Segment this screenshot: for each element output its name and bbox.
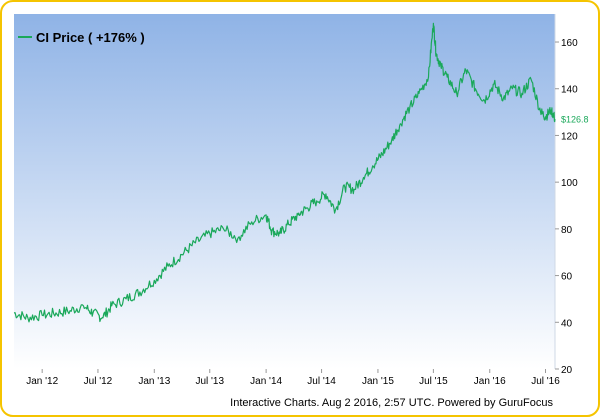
last-value-label: $126.8 [561,115,589,125]
x-tick-label: Jul '16 [531,376,560,387]
x-tick-label: Jul '15 [419,376,448,387]
x-tick-label: Jan '15 [362,376,394,387]
x-tick-label: Jan '12 [26,376,58,387]
plot-area [14,14,555,369]
legend-label: CI Price ( +176% ) [36,30,145,45]
x-tick-label: Jan '14 [250,376,282,387]
y-tick-label: 60 [561,272,573,283]
y-tick-label: 80 [561,225,573,236]
x-axis-ticks: Jan '12 Jul '12 Jan '13 Jul '13 Jan '14 Jul '… [26,369,560,387]
x-tick-label: Jan '16 [474,376,506,387]
y-tick-label: 40 [561,318,573,329]
last-value-badge: $126.8 [557,112,597,127]
y-tick-label: 20 [561,365,573,376]
y-tick-label: 140 [561,85,578,96]
series-line-ci-price [13,22,556,323]
y-tick-label: 160 [561,38,578,49]
legend: CI Price ( +176% ) [18,30,145,45]
chart-credit: Interactive Charts. Aug 2 2016, 2:57 UTC… [230,397,553,409]
x-tick-label: Jul '13 [195,376,224,387]
y-axis-ticks: 20 40 60 80 100 120 140 160 [555,38,578,376]
x-tick-label: Jan '13 [138,376,170,387]
y-tick-label: 100 [561,178,578,189]
y-tick-label: 120 [561,131,578,142]
x-tick-label: Jul '12 [84,376,113,387]
x-tick-label: Jul '14 [307,376,336,387]
